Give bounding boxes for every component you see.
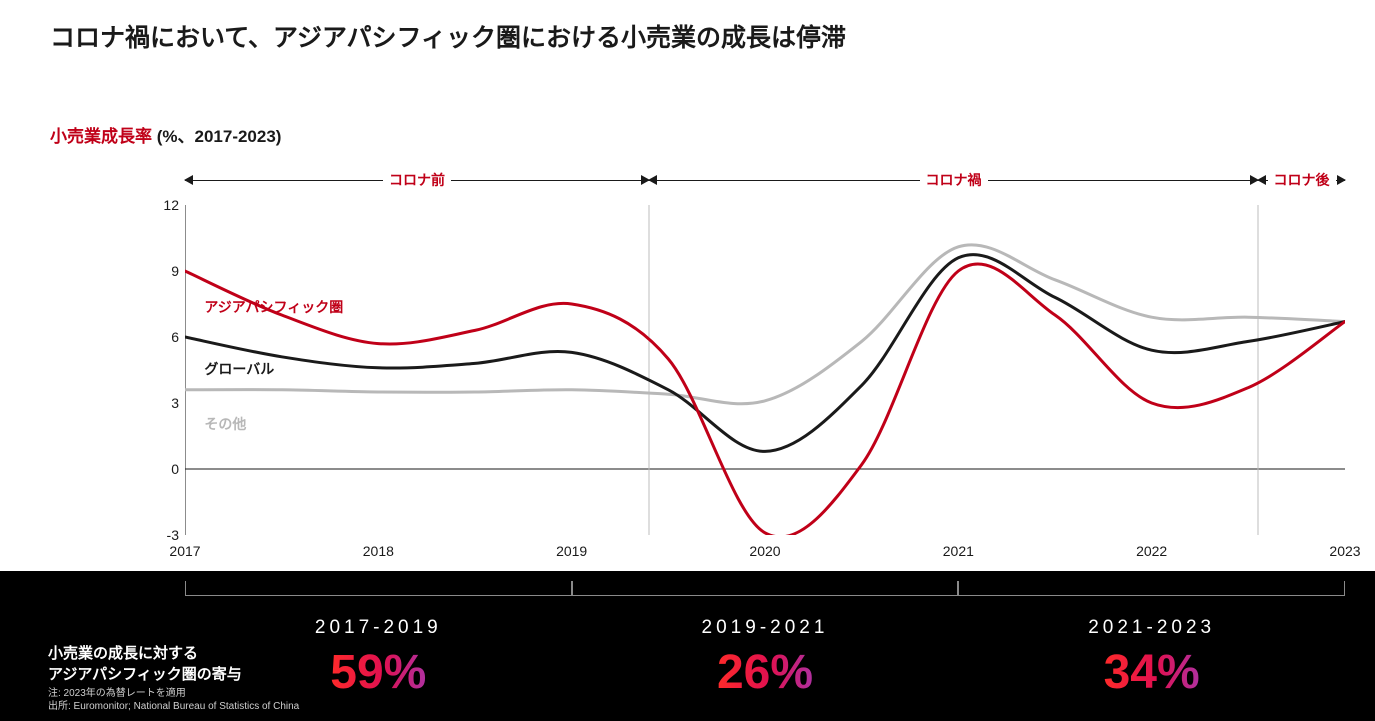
footnote-2: 出所: Euromonitor; National Bureau of Stat… bbox=[48, 700, 299, 713]
y-tick: 6 bbox=[147, 329, 179, 345]
x-tick: 2023 bbox=[1329, 543, 1360, 559]
period-block: 2017-2019 59% bbox=[185, 581, 572, 700]
series-label-global: グローバル bbox=[204, 359, 274, 379]
phase-segment: コロナ禍 bbox=[649, 170, 1258, 190]
phase-label: コロナ禍 bbox=[920, 170, 988, 190]
period-label: 2021-2023 bbox=[958, 617, 1345, 639]
period-label: 2017-2019 bbox=[185, 617, 572, 639]
chart-svg bbox=[185, 205, 1345, 535]
phase-segment: コロナ前 bbox=[185, 170, 649, 190]
period-value: 26% bbox=[717, 645, 813, 700]
period-value: 34% bbox=[1104, 645, 1200, 700]
phase-segment: コロナ後 bbox=[1258, 170, 1345, 190]
series-line-other bbox=[185, 245, 1345, 404]
period-block: 2021-2023 34% bbox=[958, 581, 1345, 700]
y-tick: 12 bbox=[147, 197, 179, 213]
line-chart: -30369122017201820192020202120222023アジアパ… bbox=[185, 205, 1345, 535]
page-title: コロナ禍において、アジアパシフィック圏における小売業の成長は停滞 bbox=[50, 18, 846, 54]
x-tick: 2021 bbox=[943, 543, 974, 559]
footnote-1: 注: 2023年の為替レートを適用 bbox=[48, 687, 299, 700]
period-block: 2019-2021 26% bbox=[572, 581, 959, 700]
chart-subtitle: 小売業成長率 (%、2017-2023) bbox=[50, 122, 281, 147]
phase-label: コロナ前 bbox=[383, 170, 451, 190]
y-tick: 0 bbox=[147, 461, 179, 477]
y-tick: 3 bbox=[147, 395, 179, 411]
x-tick: 2019 bbox=[556, 543, 587, 559]
x-tick: 2017 bbox=[169, 543, 200, 559]
subtitle-red: 小売業成長率 bbox=[50, 127, 152, 146]
phase-label: コロナ後 bbox=[1268, 170, 1336, 190]
phase-bar: コロナ前 コロナ禍 コロナ後 bbox=[185, 170, 1345, 196]
series-line-global bbox=[185, 255, 1345, 452]
x-tick: 2020 bbox=[749, 543, 780, 559]
y-tick: -3 bbox=[147, 527, 179, 543]
series-label-apac: アジアパシフィック圏 bbox=[204, 297, 343, 317]
y-tick: 9 bbox=[147, 263, 179, 279]
period-value: 59% bbox=[330, 645, 426, 700]
period-label: 2019-2021 bbox=[572, 617, 959, 639]
footnotes: 注: 2023年の為替レートを適用 出所: Euromonitor; Natio… bbox=[48, 687, 299, 713]
x-tick: 2018 bbox=[363, 543, 394, 559]
series-label-other: その他 bbox=[204, 414, 246, 434]
subtitle-black: (%、2017-2023) bbox=[152, 127, 281, 146]
x-tick: 2022 bbox=[1136, 543, 1167, 559]
bottom-band: 小売業の成長に対するアジアパシフィック圏の寄与 2017-201959%2019… bbox=[0, 571, 1375, 721]
